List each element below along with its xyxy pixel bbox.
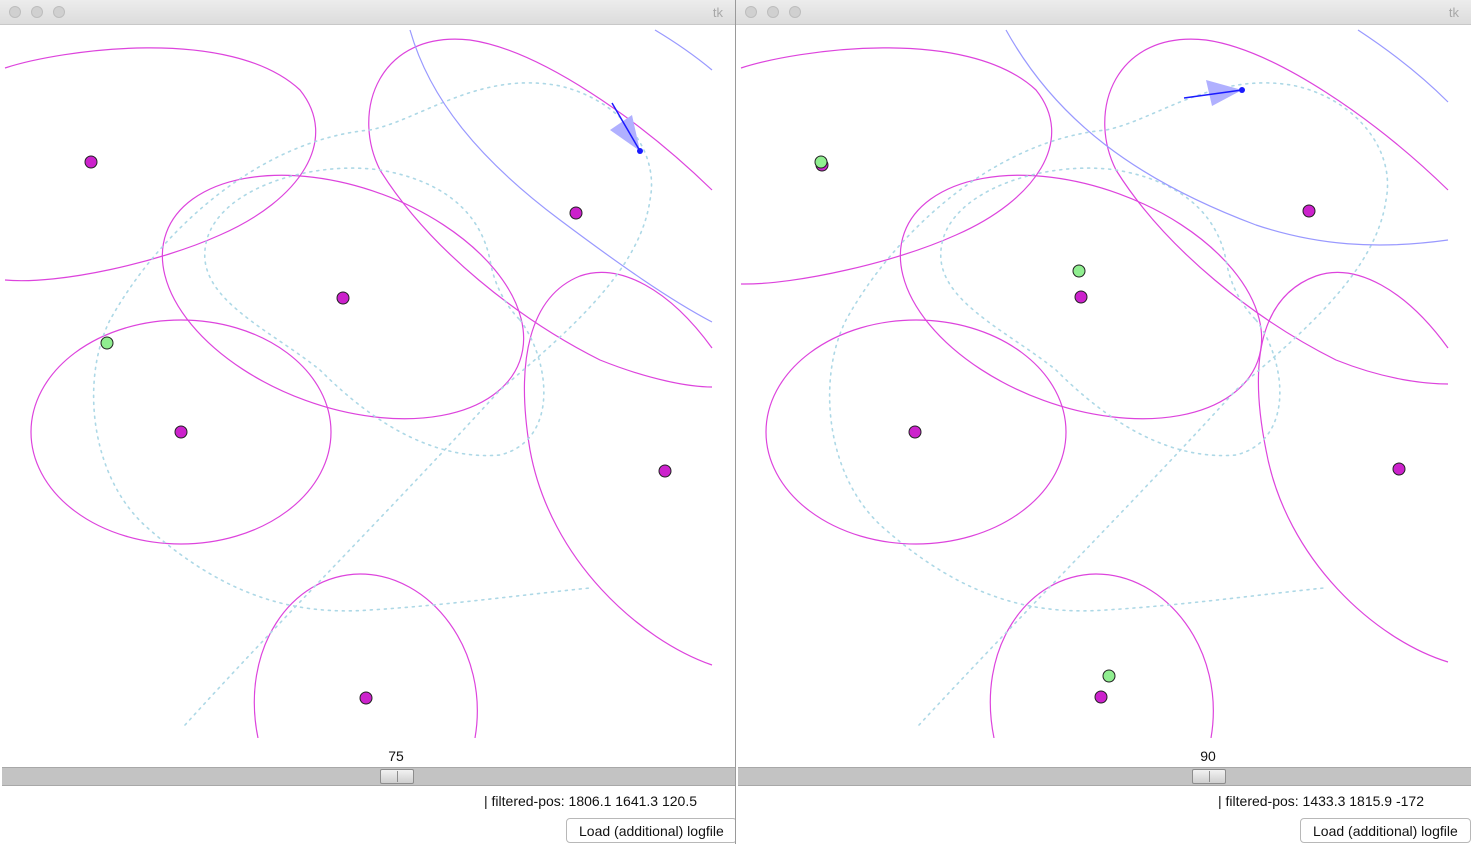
blue-curve — [1357, 29, 1449, 103]
window-zoom-icon[interactable] — [53, 6, 65, 18]
landmark-marker — [84, 155, 98, 169]
range-ellipse — [765, 319, 1067, 545]
load-logfile-button[interactable]: Load (additional) logfile — [1300, 818, 1471, 843]
landmark-marker — [1302, 204, 1316, 218]
range-ellipse — [30, 319, 332, 545]
slider-thumb[interactable] — [1192, 769, 1226, 784]
trajectory-path — [828, 82, 1389, 726]
slider-value-label: 90 — [1200, 748, 1216, 764]
window-title: tk — [1448, 5, 1459, 20]
window-divider — [735, 0, 736, 844]
range-ellipse — [4, 47, 317, 282]
landmark-marker — [1074, 290, 1088, 304]
range-ellipse — [523, 271, 713, 666]
blue-curve — [654, 29, 713, 71]
window-minimize-icon[interactable] — [31, 6, 43, 18]
timeline-slider[interactable] — [738, 767, 1471, 786]
range-ellipse — [161, 174, 525, 420]
slider-thumb[interactable] — [380, 769, 414, 784]
observation-marker — [1102, 669, 1116, 683]
observation-marker — [1072, 264, 1086, 278]
landmarks — [815, 158, 1406, 704]
observation-marker — [100, 336, 114, 350]
window-zoom-icon[interactable] — [789, 6, 801, 18]
window-close-icon[interactable] — [745, 6, 757, 18]
map-canvas[interactable] — [736, 26, 1471, 738]
robot-pose — [1183, 80, 1245, 106]
landmark-marker — [1392, 462, 1406, 476]
robot-position-dot — [1239, 87, 1245, 93]
timeline-slider[interactable] — [2, 767, 735, 786]
map-canvas[interactable] — [0, 26, 735, 738]
range-ellipse — [253, 573, 478, 738]
robot-position-dot — [637, 148, 643, 154]
status-line: | filtered-pos: 1806.1 1641.3 120.5 — [484, 793, 698, 809]
range-ellipse — [989, 573, 1214, 738]
robot-pose — [610, 102, 643, 154]
window-titlebar: tk — [0, 0, 735, 25]
landmarks — [84, 155, 672, 705]
window-minimize-icon[interactable] — [767, 6, 779, 18]
heading-cone — [610, 115, 640, 151]
landmark-marker — [1094, 690, 1108, 704]
range-ellipse — [1104, 38, 1449, 385]
landmark-marker — [336, 291, 350, 305]
slider-value-label: 75 — [388, 748, 404, 764]
range-ellipse — [1257, 271, 1449, 663]
heading-line — [611, 102, 641, 152]
window-close-icon[interactable] — [9, 6, 21, 18]
blue-curve — [409, 29, 713, 323]
landmark-marker — [359, 691, 373, 705]
landmark-marker — [908, 425, 922, 439]
heading-line — [1183, 89, 1243, 99]
blue-curve — [1005, 29, 1449, 246]
range-ellipse — [899, 174, 1263, 420]
tk-window-left: tk — [0, 0, 735, 844]
landmark-marker — [174, 425, 188, 439]
load-logfile-button[interactable]: Load (additional) logfile — [566, 818, 735, 843]
range-ellipse — [740, 47, 1053, 285]
window-titlebar: tk — [736, 0, 1471, 25]
landmark-marker — [658, 464, 672, 478]
status-line: | filtered-pos: 1433.3 1815.9 -172 — [1218, 793, 1425, 809]
trajectory-path — [92, 82, 653, 726]
observation-marker — [814, 155, 828, 169]
landmark-marker — [569, 206, 583, 220]
tk-window-right: tk — [736, 0, 1471, 844]
range-ellipse — [368, 38, 713, 388]
window-title: tk — [712, 5, 723, 20]
